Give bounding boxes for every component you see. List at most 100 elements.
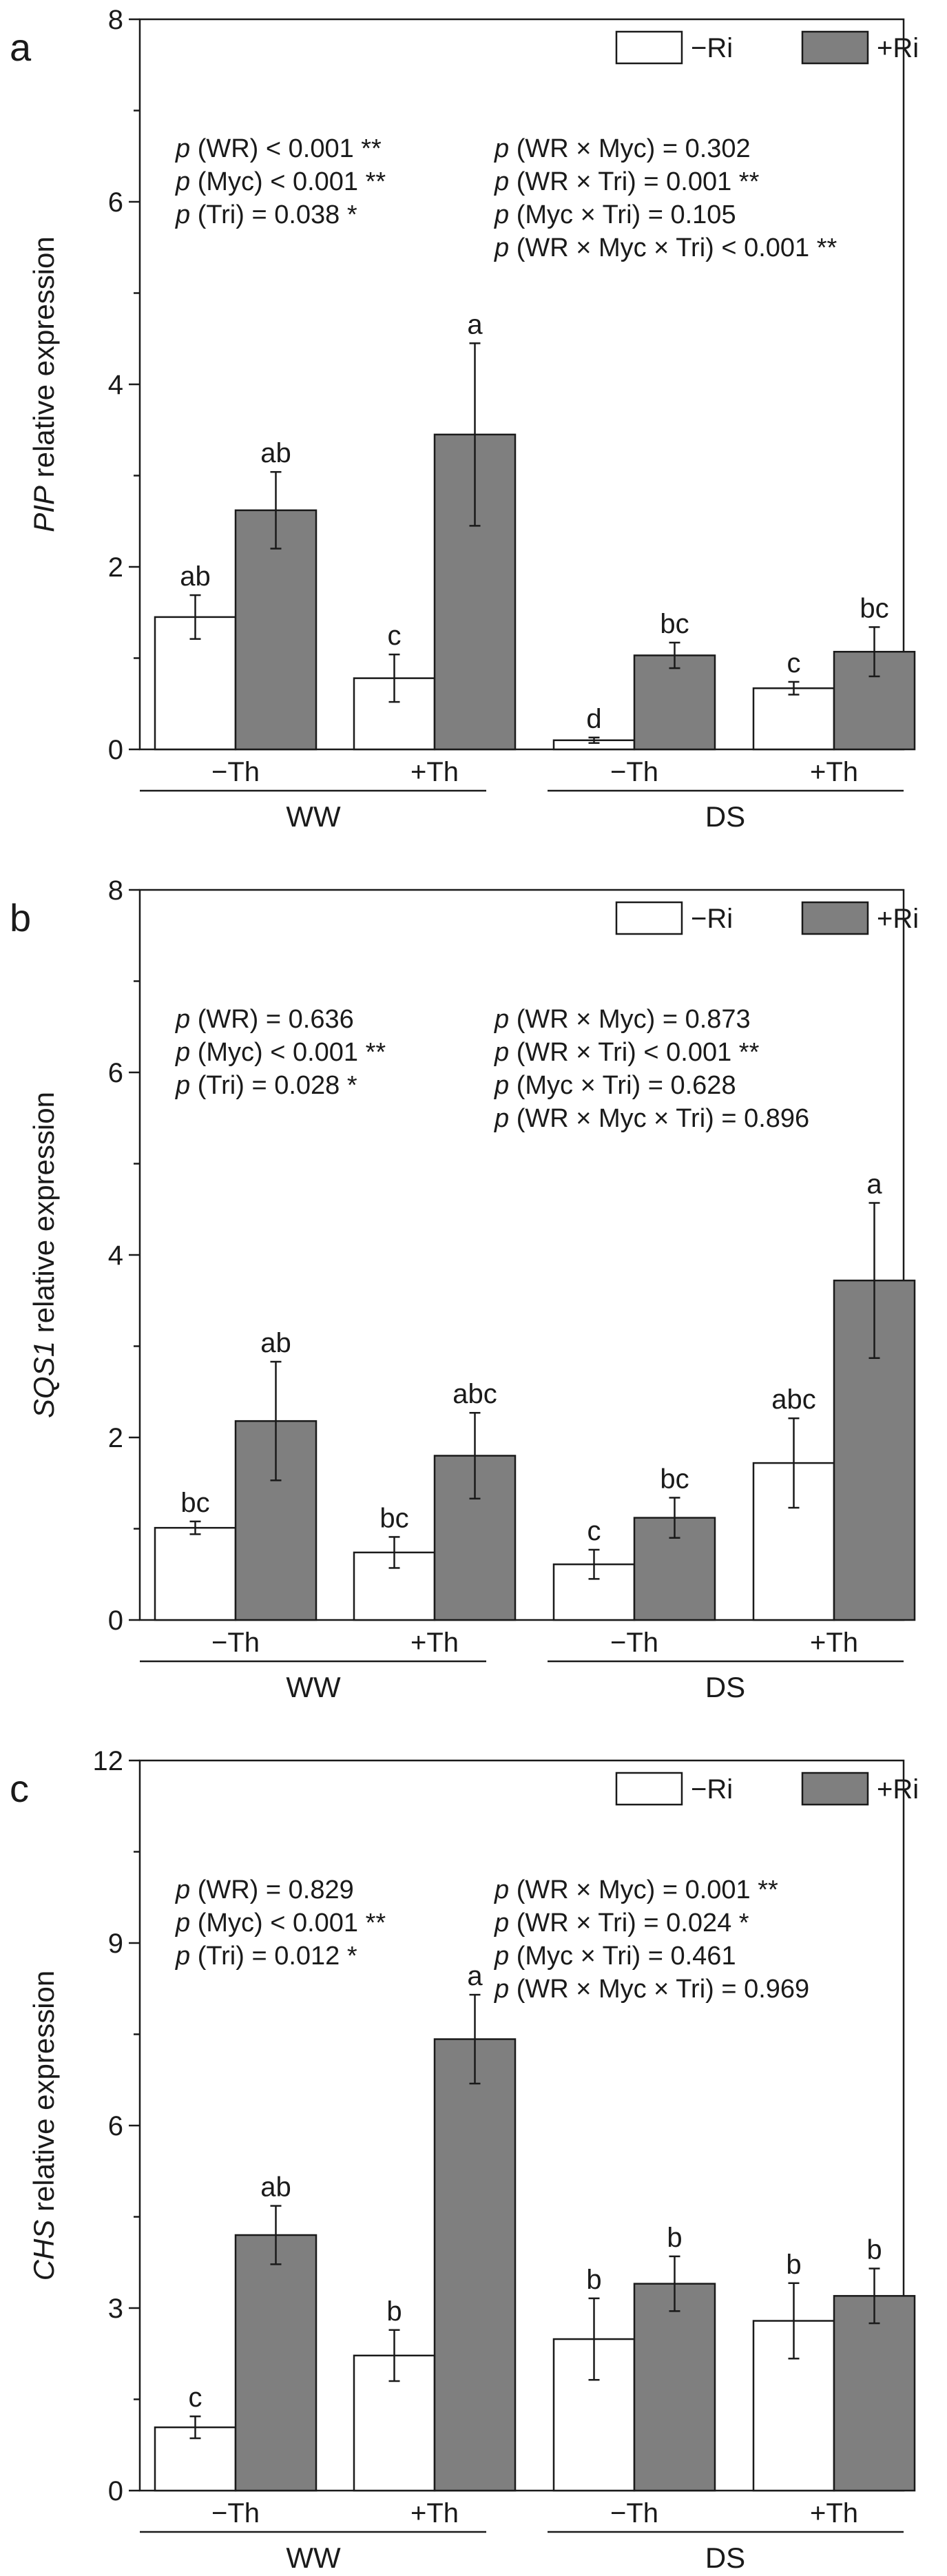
legend-label: +Ri xyxy=(877,33,919,63)
legend-label: −Ri xyxy=(691,33,733,63)
stat-text: p (Myc) < 0.001 ** xyxy=(175,1909,386,1938)
bar-minus-ri xyxy=(154,1526,237,1621)
y-tick-label: 6 xyxy=(108,187,123,218)
y-tick-label: 0 xyxy=(108,1606,123,1636)
significance-letter: ab xyxy=(260,2172,291,2203)
bar-plus-ri xyxy=(633,2283,716,2492)
significance-letter: d xyxy=(586,704,601,734)
y-tick-label: 8 xyxy=(108,875,123,906)
y-tick-label: 0 xyxy=(108,735,123,765)
significance-letter: bc xyxy=(660,609,689,639)
significance-letter: bc xyxy=(660,1464,689,1494)
x-group-label: WW xyxy=(286,1671,341,1703)
bar-plus-ri xyxy=(234,2234,318,2492)
stat-text: p (WR) = 0.829 xyxy=(175,1876,354,1904)
significance-letter: abc xyxy=(452,1379,497,1409)
stat-text: p (WR × Tri) = 0.001 ** xyxy=(494,167,760,196)
significance-letter: ab xyxy=(260,1328,291,1358)
y-tick-label: 2 xyxy=(108,552,123,583)
significance-letter: bc xyxy=(860,593,888,623)
legend-label: −Ri xyxy=(691,1774,733,1805)
y-tick-label: 6 xyxy=(108,2111,123,2141)
legend-swatch-plus-ri xyxy=(801,30,869,65)
x-group-label: WW xyxy=(286,800,341,833)
stat-text: p (WR) < 0.001 ** xyxy=(175,134,382,163)
x-category-label: +Th xyxy=(810,2498,858,2528)
x-category-label: +Th xyxy=(410,757,459,787)
significance-letter: abc xyxy=(771,1384,816,1415)
y-tick-label: 3 xyxy=(108,2294,123,2324)
significance-letter: bc xyxy=(379,1503,408,1533)
y-tick-label: 6 xyxy=(108,1058,123,1088)
x-category-label: −Th xyxy=(211,1628,260,1658)
x-group-label: DS xyxy=(705,800,745,833)
bar-minus-ri xyxy=(752,687,835,751)
stat-text: p (WR × Tri) = 0.024 * xyxy=(494,1909,749,1938)
x-category-label: −Th xyxy=(610,757,658,787)
stat-text: p (WR × Myc) = 0.302 xyxy=(494,134,751,163)
stat-text: p (WR × Myc × Tri) < 0.001 ** xyxy=(494,233,837,262)
stat-text: p (Myc × Tri) = 0.461 xyxy=(494,1942,736,1971)
y-tick-label: 8 xyxy=(108,5,123,35)
y-tick-label: 0 xyxy=(108,2476,123,2506)
y-tick-label: 12 xyxy=(93,1746,124,1776)
significance-letter: b xyxy=(866,2235,882,2265)
bar-plus-ri xyxy=(433,2038,517,2492)
stat-text: p (WR × Myc) = 0.001 ** xyxy=(494,1876,778,1904)
significance-letter: a xyxy=(467,1961,483,1991)
y-tick-label: 9 xyxy=(108,1929,123,1959)
x-group-label: WW xyxy=(286,2542,341,2574)
stat-text: p (WR × Myc) = 0.873 xyxy=(494,1005,751,1034)
significance-letter: c xyxy=(189,2382,202,2413)
legend-label: +Ri xyxy=(877,904,919,934)
legend-label: +Ri xyxy=(877,1774,919,1805)
legend-swatch-minus-ri xyxy=(615,30,683,65)
stat-text: p (WR × Myc × Tri) = 0.969 xyxy=(494,1975,809,2004)
legend-label: −Ri xyxy=(691,904,733,934)
legend-swatch-minus-ri xyxy=(615,1772,683,1806)
x-category-label: −Th xyxy=(610,2498,658,2528)
panel-letter: a xyxy=(10,25,32,69)
x-category-label: −Th xyxy=(211,2498,260,2528)
x-category-label: −Th xyxy=(211,757,260,787)
stat-text: p (Tri) = 0.038 * xyxy=(175,200,357,229)
significance-letter: b xyxy=(667,2223,682,2253)
stat-text: p (Tri) = 0.012 * xyxy=(175,1942,357,1971)
x-category-label: +Th xyxy=(810,757,858,787)
y-axis-label: PIP relative expression xyxy=(28,236,60,532)
legend-swatch-plus-ri xyxy=(801,901,869,935)
stat-text: p (WR) = 0.636 xyxy=(175,1005,354,1034)
significance-letter: bc xyxy=(180,1488,209,1518)
significance-letter: c xyxy=(587,1516,601,1546)
bar-minus-ri xyxy=(752,2320,835,2492)
significance-letter: ab xyxy=(260,438,291,468)
x-group-label: DS xyxy=(705,2542,745,2574)
stat-text: p (Myc × Tri) = 0.105 xyxy=(494,200,736,229)
stat-text: p (Tri) = 0.028 * xyxy=(175,1071,357,1100)
y-axis-label: CHS relative expression xyxy=(28,1971,60,2281)
significance-letter: b xyxy=(386,2296,402,2327)
x-category-label: +Th xyxy=(410,1628,459,1658)
stat-text: p (Myc) < 0.001 ** xyxy=(175,1038,386,1067)
significance-letter: ab xyxy=(180,561,211,592)
significance-letter: c xyxy=(388,621,402,651)
x-category-label: +Th xyxy=(810,1628,858,1658)
panel-letter: b xyxy=(10,896,31,939)
x-category-label: −Th xyxy=(610,1628,658,1658)
significance-letter: b xyxy=(586,2265,601,2295)
bar-plus-ri xyxy=(633,654,716,751)
stat-text: p (Myc × Tri) = 0.628 xyxy=(494,1071,736,1100)
y-tick-label: 4 xyxy=(108,1240,123,1271)
significance-letter: a xyxy=(467,309,483,340)
legend-swatch-plus-ri xyxy=(801,1772,869,1806)
significance-letter: a xyxy=(866,1169,882,1199)
legend-swatch-minus-ri xyxy=(615,901,683,935)
panel-letter: c xyxy=(10,1767,29,1810)
stat-text: p (Myc) < 0.001 ** xyxy=(175,167,386,196)
significance-letter: c xyxy=(787,648,801,678)
x-category-label: +Th xyxy=(410,2498,459,2528)
